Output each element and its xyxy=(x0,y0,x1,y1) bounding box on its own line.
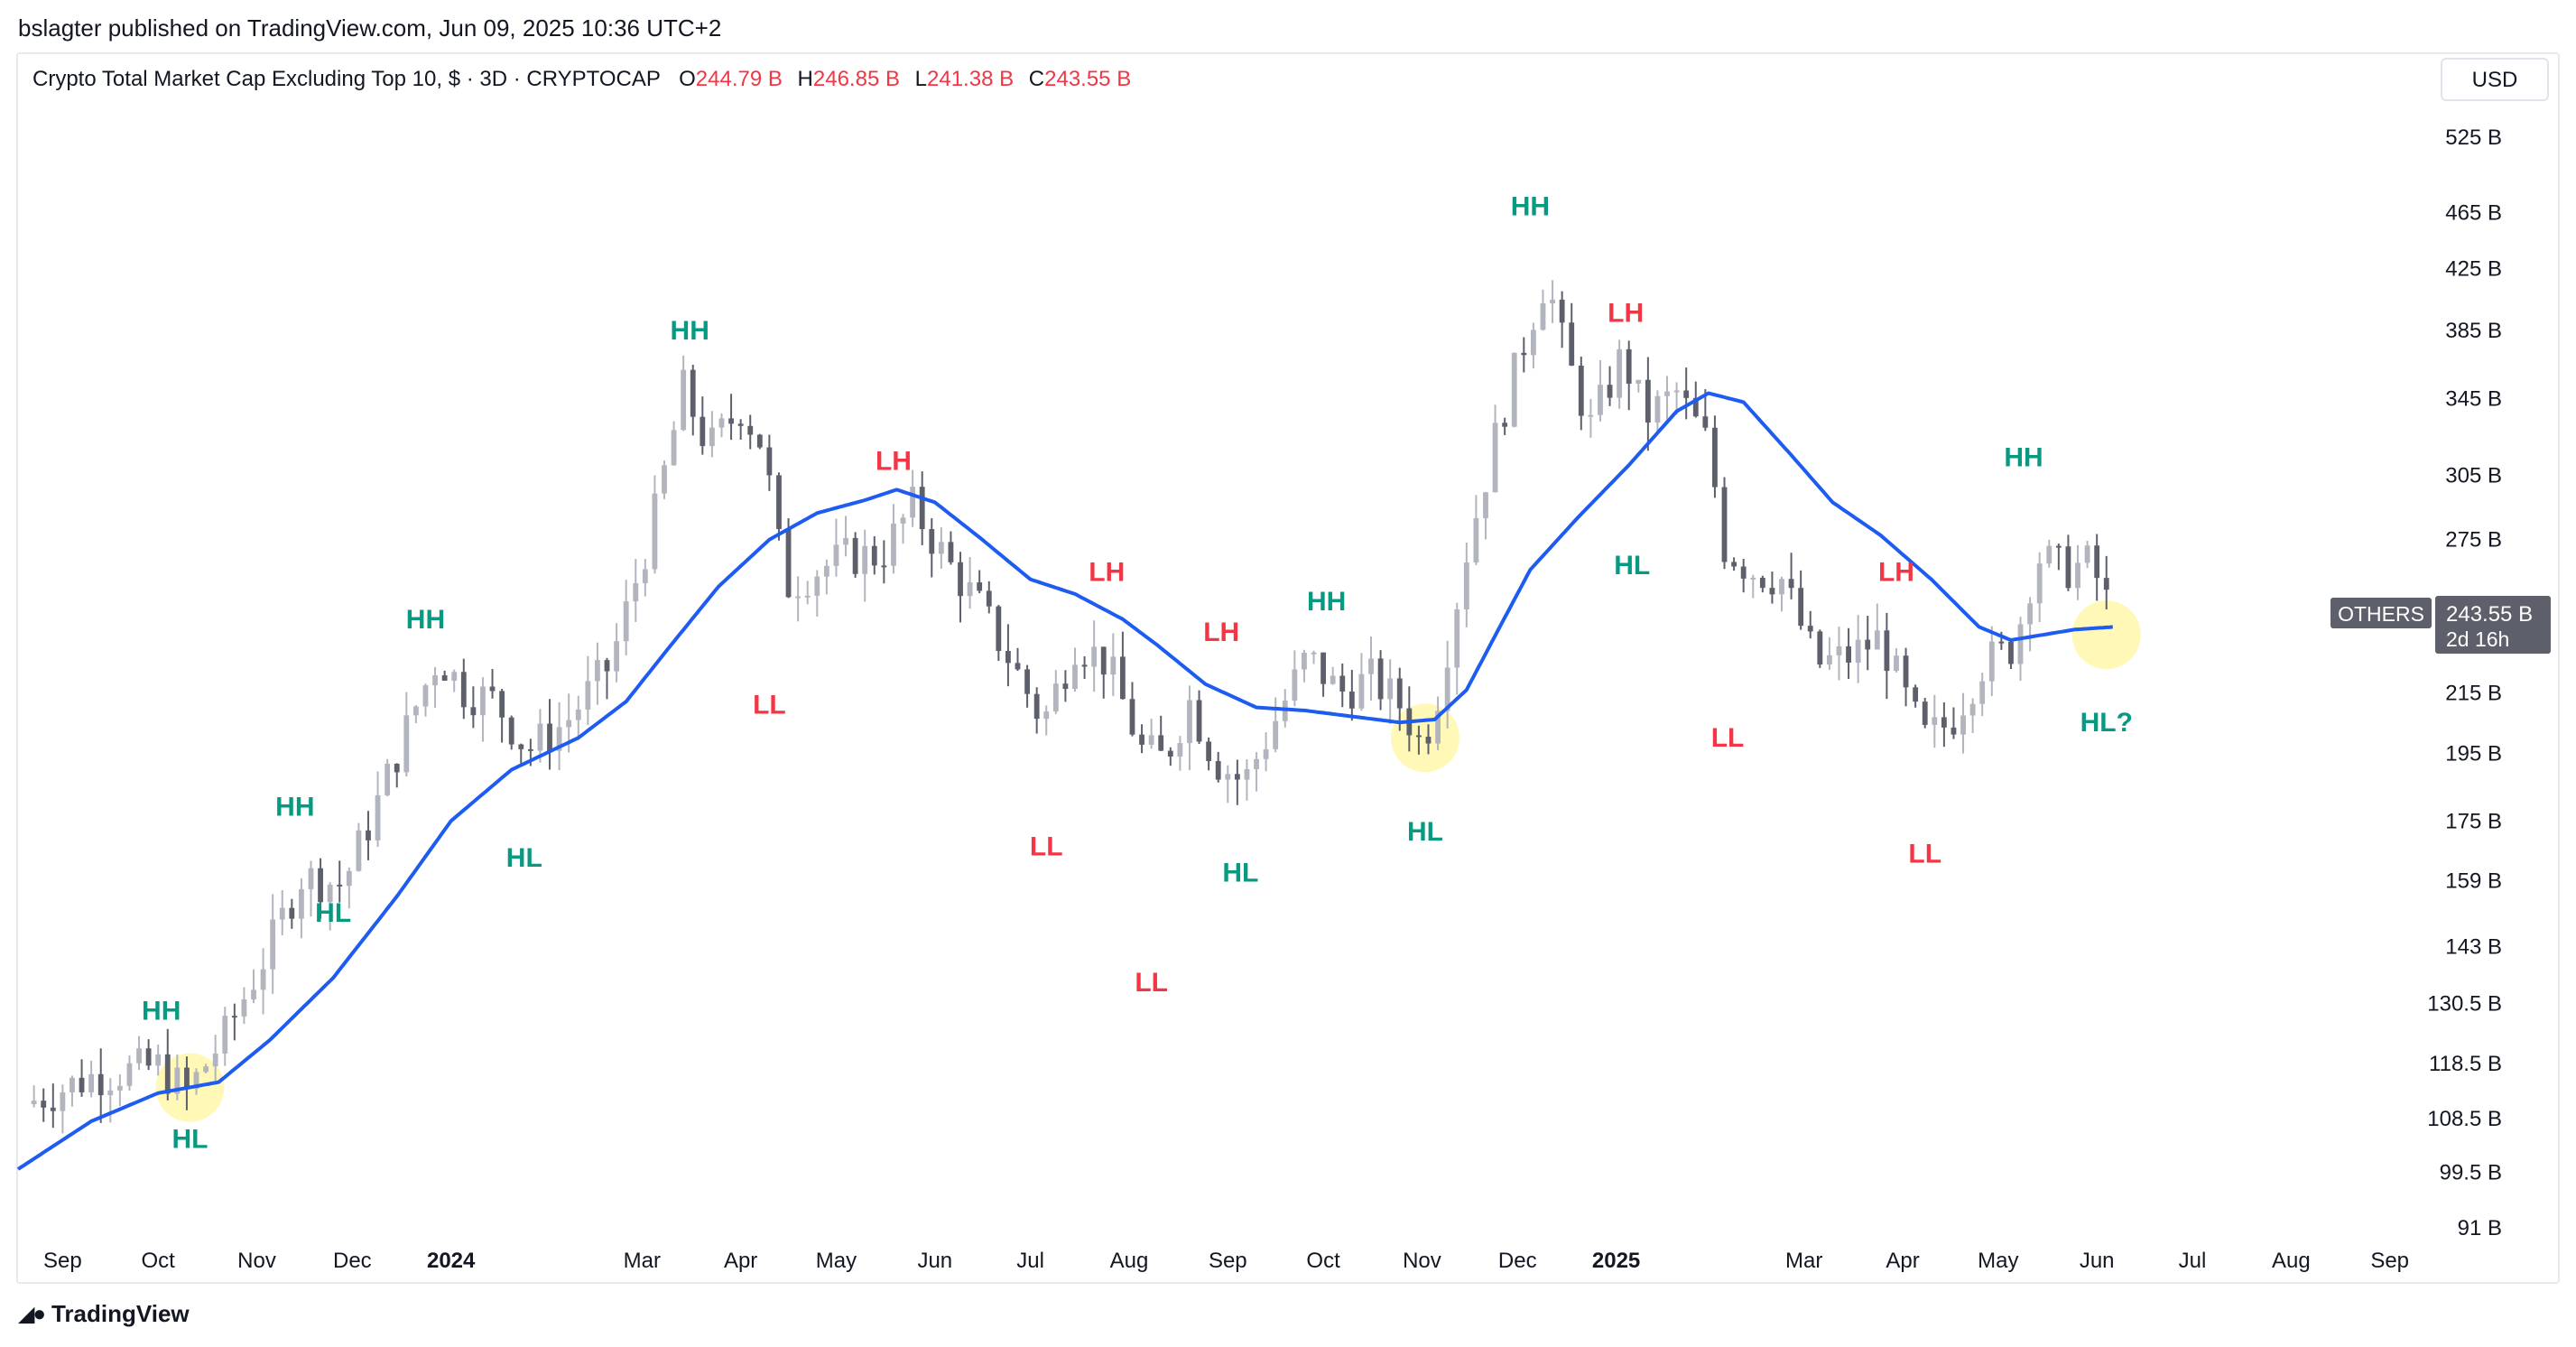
high-label: H xyxy=(797,67,813,91)
ohlc-legend: Crypto Total Market Cap Excluding Top 10… xyxy=(32,67,1131,92)
publisher-line: bslagter published on TradingView.com, J… xyxy=(18,14,722,42)
brand-name: TradingView xyxy=(51,1300,190,1327)
open-value: 244.79 B xyxy=(695,67,783,91)
low-value: 241.38 B xyxy=(927,67,1015,91)
close-value: 243.55 B xyxy=(1044,67,1132,91)
tradingview-logo[interactable]: ◢● TradingView xyxy=(18,1300,190,1328)
close-label: C xyxy=(1028,67,1045,91)
open-label: O xyxy=(679,67,696,91)
high-value: 246.85 B xyxy=(812,67,900,91)
low-label: L xyxy=(914,67,928,91)
tradingview-mark-icon: ◢● xyxy=(18,1302,46,1326)
chart-frame xyxy=(16,52,2560,1284)
symbol-title[interactable]: Crypto Total Market Cap Excluding Top 10… xyxy=(32,67,661,91)
currency-button[interactable]: USD xyxy=(2441,58,2549,101)
